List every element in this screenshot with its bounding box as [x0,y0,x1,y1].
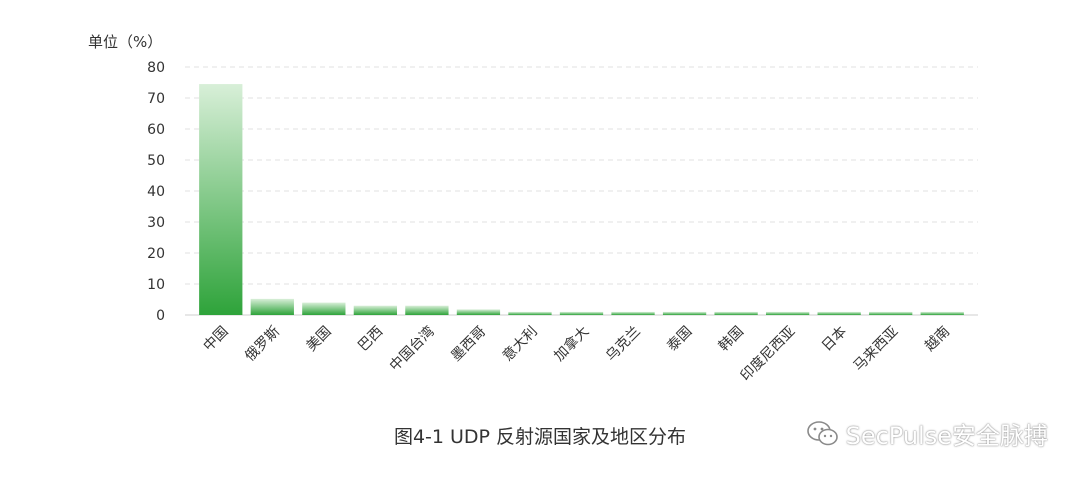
x-tick-label: 墨西哥 [448,324,489,365]
y-tick-label: 60 [147,122,165,138]
figure-caption: 图4-1 UDP 反射源国家及地区分布 [393,426,687,448]
bar-8 [559,311,604,315]
x-tick-label: 日本 [819,324,850,355]
bar-12 [765,311,810,315]
bar-11 [714,311,758,315]
x-tick-label: 加拿大 [551,323,593,365]
bar-chart: 单位（%） 0 10 20 30 40 50 60 70 80 中国 俄罗斯 美国 巴西 中国台湾 墨西哥… [88,33,978,385]
x-tick-label: 意大利 [499,323,541,365]
x-tick-label: 美国 [304,324,335,355]
bar-2 [250,298,294,315]
x-tick-label: 韩国 [716,324,747,355]
x-tick-label: 马来西亚 [851,324,902,375]
bar-14 [869,311,913,315]
watermark: SecPulse安全脉搏 [806,416,1048,451]
wechat-icon [806,420,838,445]
x-tick-label: 印度尼西亚 [738,324,799,385]
x-tick-label: 泰国 [664,324,695,355]
x-tick-label: 越南 [922,324,953,355]
y-tick-label: 20 [147,246,165,262]
bar-9 [611,311,655,315]
bar-7 [508,311,552,315]
bar-13 [817,311,861,315]
bar-10 [662,311,707,315]
y-tick-label: 70 [147,91,165,107]
bar-5 [405,305,449,315]
y-tick-label: 80 [147,60,165,76]
bar-4 [353,305,398,315]
x-tick-label: 乌克兰 [603,324,644,365]
bar-3 [302,302,346,315]
y-tick-label: 50 [147,153,165,169]
bar-15 [920,311,964,315]
y-tick-label: 30 [147,215,165,231]
bar-1 [199,84,243,315]
x-tick-label: 中国台湾 [386,323,438,375]
x-tick-label: 中国 [200,324,231,355]
y-tick-label: 0 [156,308,165,324]
watermark-text: SecPulse安全脉搏 [845,422,1048,450]
y-tick-label: 40 [147,184,165,200]
x-tick-label: 俄罗斯 [242,324,283,365]
y-tick-label: 10 [147,277,165,293]
bar-6 [456,309,501,315]
unit-label: 单位（%） [88,33,162,51]
x-tick-label: 巴西 [355,324,386,355]
